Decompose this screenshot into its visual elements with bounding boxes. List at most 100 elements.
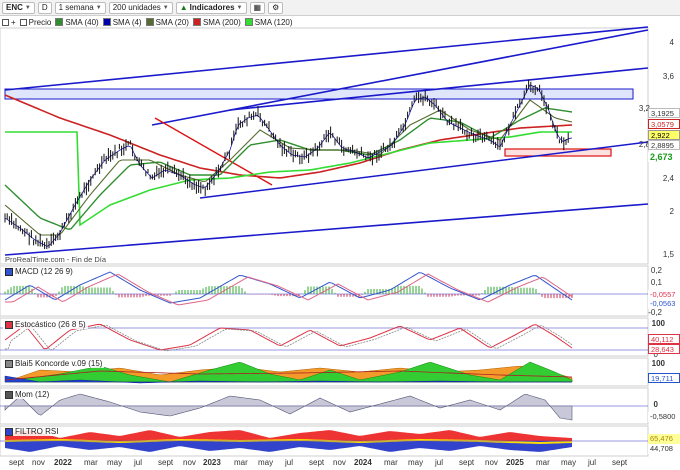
indicators-button[interactable]: ▲ Indicadores ▼: [175, 1, 247, 14]
x-tick: sept: [158, 458, 174, 467]
ma40-swatch-icon: [55, 18, 64, 26]
x-tick: sept: [459, 458, 475, 467]
macd-label[interactable]: MACD (12 26 9): [3, 267, 75, 276]
legend-ma200[interactable]: SMA (200): [192, 17, 241, 27]
period-selector[interactable]: 1 semana ▼: [54, 1, 106, 14]
mom-area: [4, 393, 573, 421]
legend-ma20-label: SMA (20): [155, 17, 189, 27]
rsi-tag: 44,708: [648, 444, 680, 454]
x-tick: may: [107, 458, 123, 467]
rsi-tag: 65,476: [648, 434, 680, 444]
ma120-line: [5, 131, 572, 227]
ma20-line: [4, 99, 573, 236]
x-tick: jul: [588, 458, 597, 467]
trendline-upper-long[interactable]: [4, 26, 649, 91]
legend-ma4[interactable]: SMA (4): [102, 17, 142, 27]
mom-icon: [5, 390, 13, 399]
x-tick: mar: [384, 458, 398, 467]
trendline-resistance[interactable]: [229, 67, 649, 111]
grid-icon: ▦: [253, 3, 262, 12]
ticker-selector[interactable]: ENC ▼: [2, 1, 35, 14]
x-tick: may: [408, 458, 424, 467]
ma4-swatch-icon: [102, 18, 111, 26]
draw-icon: D: [41, 3, 48, 12]
settings-icon: ⚙: [272, 3, 280, 12]
x-tick: nov: [485, 458, 498, 467]
toolbar-extra-button[interactable]: ▦: [249, 1, 266, 14]
price-tag-current: 2,922: [648, 130, 680, 140]
legend-ma120[interactable]: SMA (120): [244, 18, 293, 27]
koncorde-icon: [5, 359, 13, 368]
units-selector[interactable]: 200 unidades ▼: [108, 1, 173, 14]
indicators-icon: ▲: [179, 3, 188, 12]
legend-ma4-label: SMA (4): [112, 17, 142, 27]
stoch-y-tick: 100: [651, 319, 665, 328]
y-tick: 3,6: [662, 72, 674, 81]
x-tick: nov: [183, 458, 196, 467]
blai-tag: 19,711: [648, 373, 680, 383]
period-label: 1 semana: [58, 3, 94, 12]
x-tick: 2024: [354, 458, 372, 467]
x-tick: jul: [285, 458, 294, 467]
resistance-zone[interactable]: [4, 88, 634, 100]
x-tick: may: [561, 458, 577, 467]
y-tick: 3,2: [638, 104, 650, 113]
ma40-line: [4, 107, 573, 230]
plus-icon: +: [11, 17, 16, 27]
mom-label-text: Mom (12): [15, 390, 50, 399]
x-tick: jul: [134, 458, 143, 467]
x-tick: mar: [84, 458, 98, 467]
x-tick: jul: [435, 458, 444, 467]
legend-toggle-tools[interactable]: +: [2, 18, 16, 27]
legend-price[interactable]: Precio: [19, 17, 52, 27]
mom-label[interactable]: Mom (12): [3, 390, 52, 399]
legend-row: + Precio SMA (40) SMA (4) SMA (20) SMA (…: [0, 16, 293, 28]
draw-button[interactable]: D: [37, 1, 52, 14]
stoch-icon: [5, 320, 13, 329]
legend-ma40-label: SMA (40): [65, 17, 99, 27]
toolbar-extra-button-2[interactable]: ⚙: [268, 1, 284, 14]
stoch-tag: 28,643: [648, 344, 680, 354]
trendline-lower-long[interactable]: [4, 203, 649, 256]
price-tag: 2,673: [648, 152, 680, 162]
stoch-tag: 40,112: [648, 334, 680, 344]
rsi-icon: [5, 427, 13, 436]
macd-icon: [5, 267, 13, 276]
rsi-label-text: FILTRO RSI: [15, 427, 59, 436]
macd-label-text: MACD (12 26 9): [15, 267, 73, 276]
y-tick: 4: [669, 38, 674, 47]
toolbar: ENC ▼ D 1 semana ▼ 200 unidades ▼ ▲ Indi…: [0, 0, 680, 16]
macd-tag: -0,0557: [648, 290, 680, 300]
checkbox-icon: [2, 18, 9, 26]
mom-y-tick: 0: [653, 400, 658, 409]
legend-ma200-label: SMA (200): [202, 17, 241, 27]
trendline-upper-channel[interactable]: [151, 29, 649, 126]
legend-ma20[interactable]: SMA (20): [145, 17, 189, 27]
legend-price-label: Precio: [28, 17, 52, 27]
x-tick: sept: [309, 458, 325, 467]
chevron-down-icon: ▼: [236, 4, 243, 11]
x-tick: mar: [536, 458, 550, 467]
stoch-label[interactable]: Estocástico (26 8 5): [3, 320, 88, 329]
macd-y-tick: 0,2: [650, 266, 662, 275]
macd-signal-line: [5, 273, 573, 306]
rsi-label[interactable]: FILTRO RSI: [3, 427, 61, 436]
macd-y-tick: 0,1: [650, 278, 662, 287]
blai-label[interactable]: Blai5 Koncorde v.09 (15): [3, 359, 105, 368]
rsi-red-area: [5, 430, 572, 441]
chevron-down-icon: ▼: [162, 4, 169, 11]
stoch-k-line: [4, 323, 573, 351]
legend-ma40[interactable]: SMA (40): [55, 17, 99, 27]
chevron-down-icon: ▼: [95, 4, 102, 11]
price-panel-frame: [0, 27, 649, 265]
x-tick: sept: [9, 458, 25, 467]
trendline-support[interactable]: [199, 141, 649, 199]
y-tick: 1,5: [662, 250, 674, 259]
x-tick: 2022: [54, 458, 72, 467]
watermark: ProRealTime.com - Fin de Día: [5, 255, 107, 264]
blai-y-tick: 100: [651, 359, 665, 368]
price-tag: 3,0579: [648, 119, 680, 129]
indicators-label: Indicadores: [189, 3, 235, 12]
ticker-label: ENC: [6, 3, 23, 12]
